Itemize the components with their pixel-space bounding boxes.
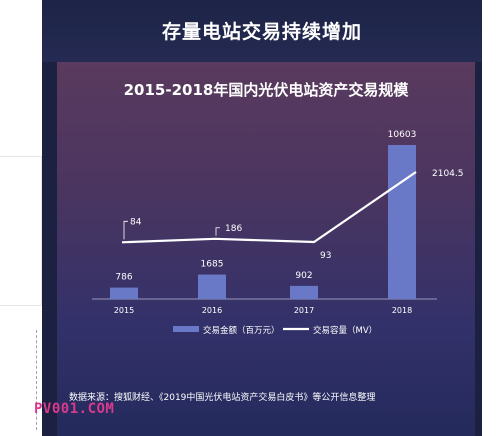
headline: 存量电站交易持续增加: [161, 21, 362, 43]
watermark: PV001.COM: [34, 401, 115, 417]
line-label-2015: 84: [130, 217, 142, 227]
x-tick-2016: 2016: [202, 306, 222, 315]
bar-label-2017: 902: [295, 271, 312, 281]
capacity-line: [121, 171, 417, 244]
source-note: 数据来源：搜狐财经、《2019中国光伏电站资产交易白皮书》等公开信息整理: [69, 393, 376, 403]
infographic-card: 存量电站交易持续增加 2015-2018年国内光伏电站资产交易规模 786 168…: [42, 0, 482, 436]
chart: 786 1685 902 10603 2015 2016 2017 2018 84 186 93…: [92, 130, 464, 336]
background-panel: [0, 156, 42, 306]
bar-2017: [290, 285, 318, 299]
legend-bar-label: 交易金额（百万元）: [203, 325, 280, 336]
card-header: 存量电站交易持续增加: [42, 0, 482, 62]
x-tick-2015: 2015: [114, 306, 134, 315]
bar-2018: [388, 145, 416, 299]
bar-labels-group: 786 1685 902 10603: [115, 130, 416, 283]
guide-dashed-line: [36, 330, 37, 430]
bars-group: [110, 145, 416, 299]
line-label-2016: 186: [225, 224, 242, 234]
bar-label-2016: 1685: [201, 260, 224, 270]
chart-panel: 2015-2018年国内光伏电站资产交易规模 786 1685 902 10603 2…: [57, 62, 475, 436]
x-tick-2018: 2018: [392, 306, 412, 315]
bar-label-2015: 786: [115, 273, 132, 283]
x-tick-labels-group: 2015 2016 2017 2018: [114, 306, 412, 315]
line-leader-2015: [123, 220, 128, 240]
line-leader-2016: [215, 227, 220, 236]
line-labels-group: 84 186 93 2104.5: [123, 169, 464, 261]
bar-2015: [110, 287, 138, 299]
bar-label-2018: 10603: [388, 130, 417, 140]
line-label-2018: 2104.5: [432, 169, 464, 179]
line-label-2017: 93: [320, 251, 331, 261]
x-tick-2017: 2017: [294, 306, 314, 315]
legend-bar-swatch: [173, 326, 199, 332]
chart-title: 2015-2018年国内光伏电站资产交易规模: [123, 81, 409, 99]
bar-2016: [198, 274, 226, 299]
legend-line-label: 交易容量（MV）: [313, 325, 377, 336]
